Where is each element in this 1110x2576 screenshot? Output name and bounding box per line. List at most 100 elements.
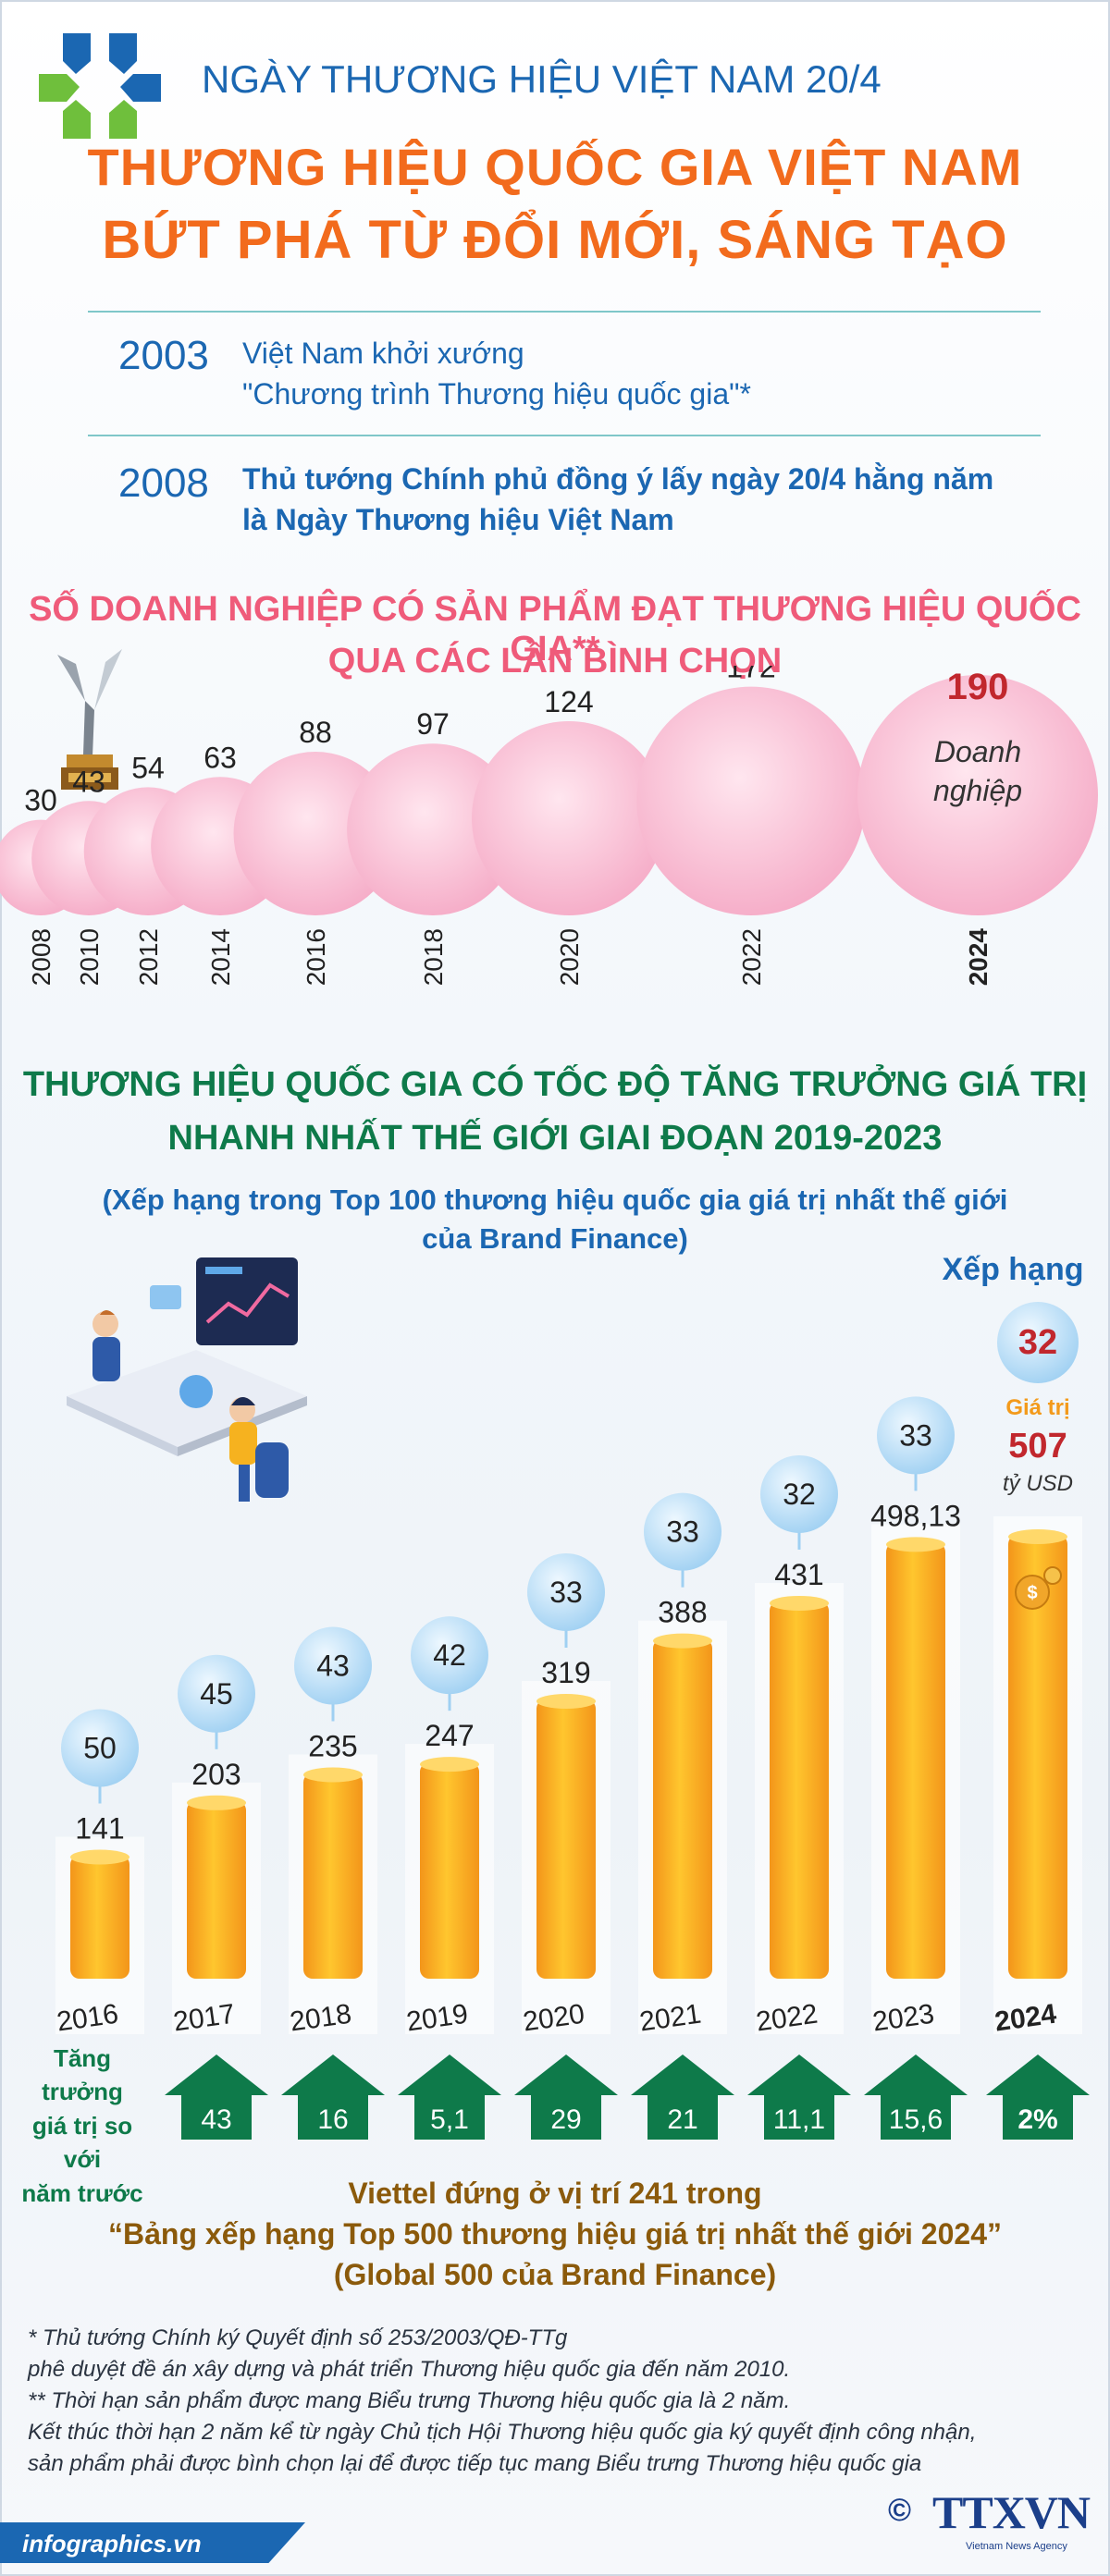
rank-bubble-2017 (178, 1654, 255, 1733)
office-workers-illustration (67, 1257, 307, 1502)
bar-value-2019: 247 (425, 1719, 474, 1752)
rank-bubble-2016 (61, 1709, 139, 1787)
rank-label: Xếp hạng (942, 1252, 1084, 1287)
growth-arrow-2019 (398, 2055, 501, 2140)
footnotes: * Thủ tướng Chính ký Quyết định số 253/2… (28, 2323, 976, 2480)
growth-arrow-2017 (165, 2055, 268, 2140)
dollar-coin-icon: $ (1015, 1566, 1062, 1610)
rank-bubble-2021 (644, 1492, 722, 1571)
bar-value-2020: 319 (541, 1656, 590, 1689)
main-title-line2: BỨT PHÁ TỪ ĐỔI MỚI, SÁNG TẠO (102, 210, 1008, 270)
timeline-text-2008-line1: Thủ tướng Chính phủ đồng ý lấy ngày 20/4… (242, 462, 994, 496)
bubble-year-2014: 2014 (206, 928, 235, 986)
bar-2018 (303, 1773, 363, 1979)
agency-logo: TTXVN (932, 2486, 1091, 2538)
agency-subtitle: Vietnam News Agency (966, 2541, 1067, 2552)
bubble-value-2010: 43 (72, 765, 105, 798)
footnote-line5: sản phẩm phải được bình chọn lại để được… (28, 2451, 922, 2477)
bar-value-2018: 235 (308, 1730, 357, 1763)
bar-cap-2024 (1008, 1529, 1067, 1544)
growth-arrow-2024 (986, 2055, 1090, 2140)
viettel-line1: Viettel đứng ở vị trí 241 trong (348, 2177, 762, 2210)
bar-value-2021: 388 (658, 1596, 707, 1629)
bubble-value-2014: 63 (204, 741, 237, 774)
bar-cap-2017 (187, 1795, 246, 1810)
divider-top (88, 311, 1041, 313)
supertitle: NGÀY THƯƠNG HIỆU VIỆT NAM 20/4 (202, 57, 882, 101)
section2-title-line1: THƯƠNG HIỆU QUỐC GIA CÓ TỐC ĐỘ TĂNG TRƯỞ… (22, 1065, 1088, 1104)
growth-value-2017: 43 (201, 2104, 231, 2135)
rank-value-2020: 33 (549, 1576, 583, 1609)
bubble-2022 (636, 686, 866, 915)
bubble-year-2010: 2010 (75, 928, 104, 986)
rank-bubble-2018 (294, 1626, 372, 1705)
bar-cap-2016 (70, 1849, 130, 1865)
bubble-year-2020: 2020 (555, 928, 584, 986)
growth-label: Tăng trưởng giá trị so với năm trước (13, 2042, 152, 2210)
growth-arrow-2018 (281, 2055, 385, 2140)
rank-bubble-2020 (527, 1552, 605, 1631)
timeline-text-2003-line2: "Chương trình Thương hiệu quốc gia"* (242, 377, 751, 411)
footnote-line4: Kết thúc thời hạn 2 năm kể từ ngày Chủ t… (28, 2420, 977, 2446)
bubble-year-2008: 2008 (27, 928, 56, 986)
rank-value-2019: 42 (433, 1638, 466, 1672)
bar-value-2016: 141 (75, 1812, 124, 1846)
bar-cap-2018 (303, 1767, 363, 1783)
value-prefix-2024: Giá trị (1005, 1395, 1069, 1420)
bubble-chart: 30 2008 43 2010 54 2012 63 2014 88 2016 97 2018 124 2… (0, 666, 1098, 987)
bubble-year-2012: 2012 (134, 928, 163, 986)
growth-arrow-2021 (631, 2055, 734, 2140)
growth-label-line1: Tăng trưởng (42, 2044, 123, 2106)
bar-cap-2022 (770, 1595, 829, 1611)
rank-value-2022: 32 (783, 1478, 816, 1511)
bubble-value-2020: 124 (544, 685, 593, 718)
bubble-value-2012: 54 (131, 751, 165, 784)
bar-cap-2021 (653, 1633, 712, 1649)
bubble-2020 (471, 720, 667, 915)
bubble-2024 (857, 675, 1098, 915)
bubble-value-2016: 88 (299, 716, 332, 749)
bar-chart: 1415020162034520172354320182474220193193… (55, 1302, 1090, 2140)
rank-value-2016: 50 (83, 1732, 117, 1765)
timeline-text-2008-line2: là Ngày Thương hiệu Việt Nam (242, 503, 674, 536)
rank-bubble-2023 (877, 1396, 955, 1475)
growth-value-2022: 11,1 (773, 2104, 825, 2135)
bar-2020 (536, 1699, 596, 1979)
growth-value-2021: 21 (667, 2104, 697, 2135)
timeline-year-2003: 2003 (118, 333, 209, 378)
bubble-year-2022: 2022 (737, 928, 766, 986)
bar-value-2022: 431 (774, 1558, 823, 1591)
bar-cap-2019 (420, 1757, 479, 1773)
bubble-2018 (347, 743, 519, 915)
bar-2019 (420, 1762, 479, 1979)
bar-2021 (653, 1638, 712, 1979)
value-unit-2024: tỷ USD (1003, 1471, 1073, 1496)
section1-title-line2: QUA CÁC LẦN BÌNH CHỌN (327, 642, 783, 681)
bubble-year-2024: 2024 (964, 928, 993, 987)
growth-value-2019: 5,1 (430, 2104, 469, 2135)
bar-value-2024: 507 (1008, 1427, 1067, 1466)
bar-2023 (886, 1542, 945, 1979)
section1-title-line1: SỐ DOANH NGHIỆP CÓ SẢN PHẨM ĐẠT THƯƠNG H… (29, 590, 1081, 669)
growth-label-line2: giá trị so với (31, 2111, 133, 2174)
rank-bubble-2019 (411, 1616, 488, 1695)
bar-cap-2020 (536, 1693, 596, 1709)
timeline-year-2008: 2008 (118, 460, 209, 506)
rank-value-2018: 43 (316, 1650, 350, 1683)
bubble-year-2016: 2016 (302, 928, 330, 986)
growth-value-2023: 15,6 (889, 2104, 943, 2135)
bar-value-2017: 203 (191, 1758, 240, 1791)
coin-small (1043, 1566, 1062, 1585)
section2-title-line2: NHANH NHẤT THẾ GIỚI GIAI ĐOẠN 2019-2023 (167, 1119, 943, 1158)
growth-value-2024: 2% (1018, 2104, 1057, 2135)
timeline-text-2003-line1: Việt Nam khởi xướng (242, 337, 524, 370)
bar-value-2023: 498,13 (870, 1499, 961, 1532)
divider-middle (88, 435, 1041, 436)
main-title-line1: THƯƠNG HIỆU QUỐC GIA VIỆT NAM (87, 138, 1023, 196)
coin-body (1015, 1575, 1050, 1610)
rank-value-2021: 33 (666, 1515, 699, 1549)
bubble-highlight-unit-line1: Doanh (934, 735, 1021, 768)
growth-arrow-2020 (514, 2055, 618, 2140)
growth-value-2018: 16 (317, 2104, 348, 2135)
bubble-highlight-unit-line2: nghiệp (933, 774, 1022, 807)
